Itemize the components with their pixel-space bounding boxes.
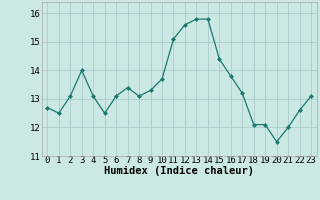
X-axis label: Humidex (Indice chaleur): Humidex (Indice chaleur): [104, 166, 254, 176]
